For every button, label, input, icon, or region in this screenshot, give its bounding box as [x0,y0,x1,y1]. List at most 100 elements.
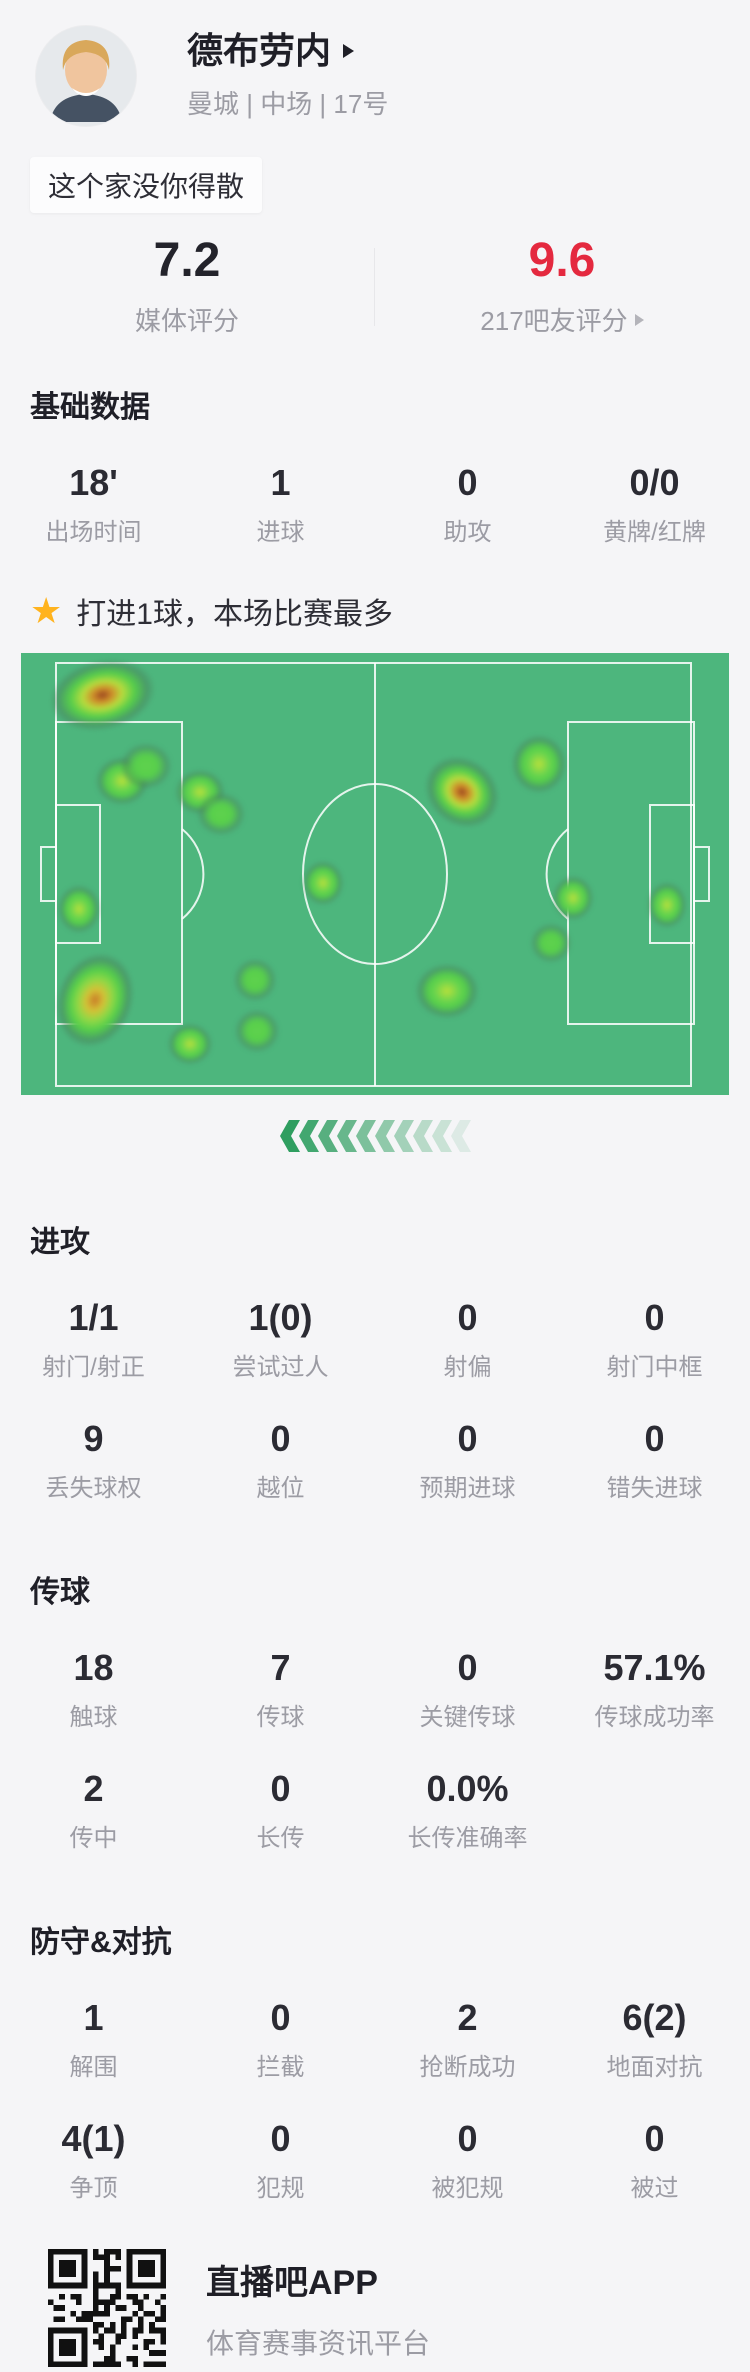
stat-label: 出场时间 [45,519,142,546]
stat-label: 错失进球 [606,1475,703,1502]
stat-cell: 1 解围 [0,1997,187,2082]
stat-value: 18' [69,462,118,503]
section-attack: 进攻 1/1 射门/射正 1(0) 尝试过人 0 射偏 0 射门中框 9 丢失球权 0 越位 0 预期进球… [0,1217,750,1503]
highlight-text: 打进1球，本场比赛最多 [76,598,393,631]
section-title: 防守&对抗 [30,1926,172,1959]
stat-cell: 4(1) 争顶 [0,2118,187,2203]
stat-label: 预期进球 [419,1475,516,1502]
stat-label: 传中 [69,1825,118,1852]
stats-row: 4(1) 争顶 0 犯规 0 被犯规 0 被过 [0,2118,750,2203]
triangle-right-icon [634,313,644,326]
chevron-left-icon [375,1120,395,1152]
heat-spot [410,959,485,1024]
stat-value: 0 [457,462,478,503]
qr-code [48,2249,166,2367]
stat-value: 0 [457,2118,478,2159]
stat-cell: 0 被犯规 [374,2118,561,2203]
chevron-left-icon [356,1120,376,1152]
stats-row: 2 传中 0 长传 0.0% 长传准确率 [0,1768,750,1853]
stats-row: 18 触球 7 传球 0 关键传球 57.1% 传球成功率 [0,1647,750,1732]
stat-cell: 0 助攻 [374,462,561,547]
stat-cell: 0 被过 [561,2118,748,2203]
stat-cell: 0 长传 [187,1768,374,1853]
stat-label: 抢断成功 [419,2054,516,2081]
section-title: 传球 [30,1576,90,1609]
stats-grid: 18 触球 7 传球 0 关键传球 57.1% 传球成功率 2 传中 0 长传 0.0% 长传准确率 [0,1647,750,1853]
stat-cell: 0 拦截 [187,1997,374,2082]
stat-label: 犯规 [256,2175,305,2202]
heat-spot [231,1005,284,1056]
stat-label: 射门/射正 [42,1354,145,1381]
stat-value: 0 [270,1768,291,1809]
chevron-left-icon [432,1120,452,1152]
stat-value: 0 [457,1418,478,1459]
stat-label: 长传 [256,1825,305,1852]
stats-row: 1 解围 0 拦截 2 抢断成功 6(2) 地面对抗 [0,1997,750,2082]
stat-cell: 1/1 射门/射正 [0,1297,187,1382]
stat-value: 2 [83,1768,104,1809]
chevron-left-icon [299,1120,319,1152]
player-photo [36,26,136,126]
player-header: 德布劳内 曼城 | 中场 | 17号 [0,0,750,127]
stats-grid: 1/1 射门/射正 1(0) 尝试过人 0 射偏 0 射门中框 9 丢失球权 0 越位 0 预期进球 0 错失… [0,1297,750,1503]
player-avatar[interactable] [35,25,137,127]
stat-cell: 9 丢失球权 [0,1418,187,1503]
chevron-left-icon [451,1120,471,1152]
stat-value: 4(1) [61,2118,126,2159]
stat-label: 长传准确率 [407,1825,528,1852]
stat-label: 争顶 [69,2175,118,2202]
stat-value: 1 [83,1997,104,2038]
stat-value: 1(0) [248,1297,313,1338]
media-rating-label: 媒体评分 [134,306,239,336]
heat-spot [643,877,690,932]
stat-cell: 57.1% 传球成功率 [561,1647,748,1732]
stat-cell: 18 触球 [0,1647,187,1732]
media-rating: 7.2 媒体评分 [0,235,374,338]
player-name[interactable]: 德布劳内 [187,29,332,71]
stat-value: 6(2) [622,1997,687,2038]
stats-grid: 18' 出场时间 1 进球 0 助攻 0/0 黄牌/红牌 [0,462,750,547]
chevron-left-icon [318,1120,338,1152]
app-name: 直播吧APP [206,2263,378,2302]
chevron-left-icon [394,1120,414,1152]
stat-label: 地面对抗 [606,2054,703,2081]
stat-label: 进球 [256,519,305,546]
heat-spot [115,738,176,793]
stat-value: 0 [270,1418,291,1459]
stat-cell: 0 错失进球 [561,1418,748,1503]
stat-cell: 0 预期进球 [374,1418,561,1503]
player-meta: 曼城 | 中场 | 17号 [187,89,389,120]
heat-spot [54,881,105,938]
stat-label: 被过 [630,2175,679,2202]
fan-rating-value: 9.6 [528,234,596,287]
stats-row: 9 丢失球权 0 越位 0 预期进球 0 错失进球 [0,1418,750,1503]
heat-spot [527,919,576,966]
heat-spot [229,955,280,1006]
stat-value: 1/1 [68,1297,119,1338]
stats-row: 1/1 射门/射正 1(0) 尝试过人 0 射偏 0 射门中框 [0,1297,750,1382]
stat-label: 尝试过人 [232,1354,329,1381]
fan-rating-label: 217吧友评分 [480,306,628,336]
fan-rating[interactable]: 9.6 217吧友评分 [375,235,749,338]
chevron-left-icon [337,1120,357,1152]
stat-label: 射偏 [443,1354,492,1381]
stat-value: 0 [270,1997,291,2038]
stat-cell: 1 进球 [187,462,374,547]
stat-label: 触球 [69,1704,118,1731]
heat-spot [298,856,347,909]
stat-cell: 2 抢断成功 [374,1997,561,2082]
heat-spot [193,789,250,840]
chevron-left-icon [413,1120,433,1152]
stat-cell: 0.0% 长传准确率 [374,1768,561,1853]
stat-label: 传球 [256,1704,305,1731]
star-icon: ★ [30,590,63,631]
stat-value: 0 [644,1418,665,1459]
ratings-row: 7.2 媒体评分 9.6 217吧友评分 [0,235,750,338]
heat-spot [507,729,572,798]
chevron-right-icon[interactable] [343,43,355,58]
media-rating-value: 7.2 [153,234,221,287]
attack-direction-arrows [0,1119,750,1153]
player-identity: 德布劳内 曼城 | 中场 | 17号 [187,31,388,122]
stat-cell: 0 关键传球 [374,1647,561,1732]
